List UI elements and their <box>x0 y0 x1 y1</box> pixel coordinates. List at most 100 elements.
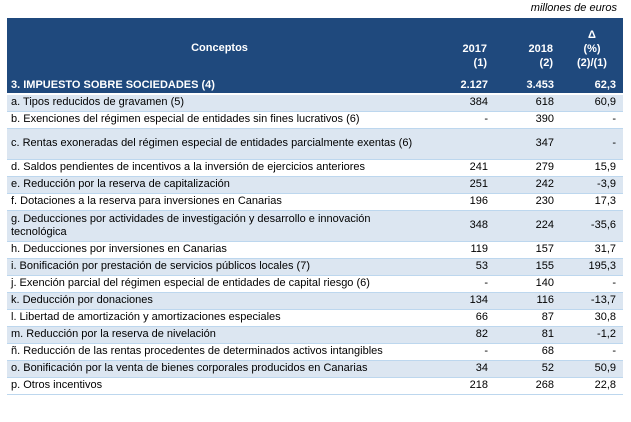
row-2018: 230 <box>495 193 561 211</box>
row-delta: 60,9 <box>561 94 623 112</box>
row-label: k. Deducción por donaciones <box>7 292 432 310</box>
row-2017: 53 <box>432 258 495 276</box>
row-2018: 87 <box>495 309 561 327</box>
row-2017: 66 <box>432 309 495 327</box>
row-delta: 15,9 <box>561 159 623 177</box>
table-header: Conceptos 2017 (1) 2018 (2) Δ (%) (2)/(1… <box>7 18 623 77</box>
row-2017: 251 <box>432 176 495 194</box>
row-2017: 196 <box>432 193 495 211</box>
row-delta: -1,2 <box>561 326 623 344</box>
row-2018: 242 <box>495 176 561 194</box>
total-label: 3. IMPUESTO SOBRE SOCIEDADES (4) <box>7 77 432 95</box>
row-2018: 347 <box>495 128 561 160</box>
table-row: f. Dotaciones a la reserva para inversio… <box>7 193 623 211</box>
row-2017: - <box>432 275 495 293</box>
row-delta: -3,9 <box>561 176 623 194</box>
header-2017-note: (1) <box>473 57 487 69</box>
row-label: o. Bonificación por la venta de bienes c… <box>7 360 432 378</box>
table-row: ñ. Reducción de las rentas procedentes d… <box>7 343 623 361</box>
row-2018: 116 <box>495 292 561 310</box>
row-label: l. Libertad de amortización y amortizaci… <box>7 309 432 327</box>
row-label: a. Tipos reducidos de gravamen (5) <box>7 94 432 112</box>
table-row: o. Bonificación por la venta de bienes c… <box>7 360 623 378</box>
row-2017 <box>432 128 495 160</box>
row-2018: 279 <box>495 159 561 177</box>
row-delta: -13,7 <box>561 292 623 310</box>
table-row: e. Reducción por la reserva de capitaliz… <box>7 176 623 194</box>
row-2018: 81 <box>495 326 561 344</box>
row-delta: 31,7 <box>561 241 623 259</box>
row-2017: - <box>432 343 495 361</box>
row-label: d. Saldos pendientes de incentivos a la … <box>7 159 432 177</box>
table-row: h. Deducciones por inversiones en Canari… <box>7 241 623 259</box>
row-label: f. Dotaciones a la reserva para inversio… <box>7 193 432 211</box>
header-2018-note: (2) <box>539 57 553 69</box>
table-row: p. Otros incentivos 218 268 22,8 <box>7 377 623 395</box>
row-delta: 17,3 <box>561 193 623 211</box>
delta-symbol: Δ <box>588 29 596 41</box>
table-body: 3. IMPUESTO SOBRE SOCIEDADES (4) 2.127 3… <box>7 77 623 395</box>
total-2018: 3.453 <box>495 77 561 95</box>
row-label: c. Rentas exoneradas del régimen especia… <box>7 128 432 160</box>
table-row: a. Tipos reducidos de gravamen (5) 384 618… <box>7 94 623 112</box>
row-label: b. Exenciones del régimen especial de en… <box>7 111 432 129</box>
row-2018: 68 <box>495 343 561 361</box>
row-2017: 348 <box>432 210 495 242</box>
table-row: d. Saldos pendientes de incentivos a la … <box>7 159 623 177</box>
row-delta: - <box>561 275 623 293</box>
row-delta: 195,3 <box>561 258 623 276</box>
row-label: h. Deducciones por inversiones en Canari… <box>7 241 432 259</box>
row-label: e. Reducción por la reserva de capitaliz… <box>7 176 432 194</box>
row-2018: 52 <box>495 360 561 378</box>
delta-pct: (%) <box>583 43 601 55</box>
row-2017: 82 <box>432 326 495 344</box>
total-2017: 2.127 <box>432 77 495 95</box>
row-2017: 218 <box>432 377 495 395</box>
header-concept: Conceptos <box>7 18 432 77</box>
row-2018: 618 <box>495 94 561 112</box>
row-delta: 22,8 <box>561 377 623 395</box>
tax-benefits-table: Conceptos 2017 (1) 2018 (2) Δ (%) (2)/(1… <box>7 18 623 395</box>
row-2018: 157 <box>495 241 561 259</box>
row-2017: 134 <box>432 292 495 310</box>
table-row: m. Reducción por la reserva de nivelació… <box>7 326 623 344</box>
table-row: j. Exención parcial del régimen especial… <box>7 275 623 293</box>
header-2018-year: 2018 <box>528 43 553 55</box>
row-delta: - <box>561 128 623 160</box>
row-delta: 50,9 <box>561 360 623 378</box>
row-delta: - <box>561 111 623 129</box>
row-delta: 30,8 <box>561 309 623 327</box>
table-row: i. Bonificación por prestación de servic… <box>7 258 623 276</box>
row-label: m. Reducción por la reserva de nivelació… <box>7 326 432 344</box>
table-row: c. Rentas exoneradas del régimen especia… <box>7 128 623 160</box>
table-row: g. Deducciones por actividades de invest… <box>7 210 623 242</box>
row-delta: - <box>561 343 623 361</box>
row-label: ñ. Reducción de las rentas procedentes d… <box>7 343 432 361</box>
row-2018: 155 <box>495 258 561 276</box>
header-2018: 2018 (2) <box>495 18 561 77</box>
row-label: i. Bonificación por prestación de servic… <box>7 258 432 276</box>
total-delta: 62,3 <box>561 77 623 95</box>
row-2018: 268 <box>495 377 561 395</box>
table-row: k. Deducción por donaciones 134 116 -13,7 <box>7 292 623 310</box>
row-delta: -35,6 <box>561 210 623 242</box>
row-2017: 119 <box>432 241 495 259</box>
header-delta: Δ (%) (2)/(1) <box>561 18 623 77</box>
table-row: l. Libertad de amortización y amortizaci… <box>7 309 623 327</box>
total-row: 3. IMPUESTO SOBRE SOCIEDADES (4) 2.127 3… <box>7 77 623 95</box>
header-2017: 2017 (1) <box>432 18 495 77</box>
row-2018: 140 <box>495 275 561 293</box>
row-2017: - <box>432 111 495 129</box>
row-2017: 34 <box>432 360 495 378</box>
header-2017-year: 2017 <box>462 43 487 55</box>
row-2017: 384 <box>432 94 495 112</box>
table-row: b. Exenciones del régimen especial de en… <box>7 111 623 129</box>
row-2018: 390 <box>495 111 561 129</box>
delta-note: (2)/(1) <box>577 57 607 69</box>
row-label: p. Otros incentivos <box>7 377 432 395</box>
row-2018: 224 <box>495 210 561 242</box>
row-label: j. Exención parcial del régimen especial… <box>7 275 432 293</box>
row-2017: 241 <box>432 159 495 177</box>
unit-note: millones de euros <box>530 2 617 14</box>
